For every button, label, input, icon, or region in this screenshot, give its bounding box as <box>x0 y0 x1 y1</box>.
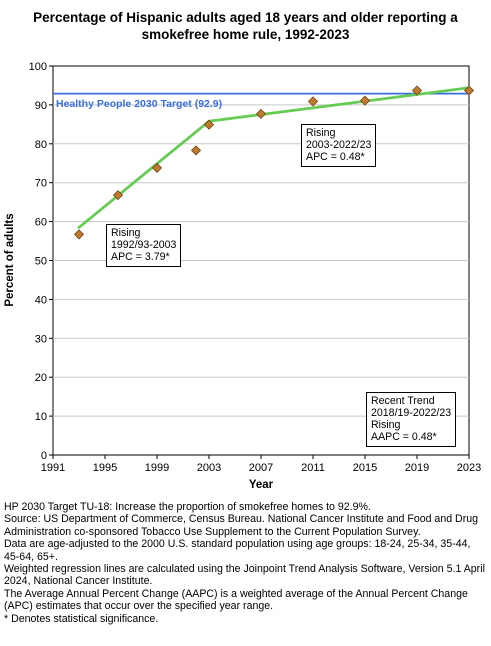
annotation-segment-2: Rising 2003-2022/23 APC = 0.48* <box>301 124 377 167</box>
data-point <box>255 108 267 119</box>
target-label: Healthy People 2030 Target (92.9) <box>56 98 223 110</box>
y-tick-label: 60 <box>35 217 47 229</box>
x-tick-label: 1995 <box>93 462 117 474</box>
annotation-line: 2018/19-2022/23 <box>371 407 452 419</box>
y-tick-label: 90 <box>35 100 47 112</box>
y-tick-label: 70 <box>35 178 47 190</box>
data-points-layer <box>73 85 475 240</box>
data-point <box>112 190 124 201</box>
annotation-segment-1: Rising 1992/93-2003 APC = 3.79* <box>106 224 182 267</box>
y-tick-label: 50 <box>35 256 47 268</box>
annotation-line: Rising <box>371 419 401 431</box>
annotation-line: AAPC = 0.48* <box>371 431 437 443</box>
footnotes: HP 2030 Target TU-18: Increase the propo… <box>4 501 488 625</box>
y-tick-label: 80 <box>35 139 47 151</box>
annotation-line: 2003-2022/23 <box>306 139 372 151</box>
annotation-line: Recent Trend <box>371 395 435 407</box>
annotation-line: 1992/93-2003 <box>111 239 177 251</box>
x-tick-label: 1991 <box>41 462 65 474</box>
y-tick-label: 100 <box>29 61 47 73</box>
footnote-line: HP 2030 Target TU-18: Increase the propo… <box>4 501 371 513</box>
data-point <box>359 95 371 106</box>
axes: 0 10 20 30 40 50 60 70 80 90 100 1991 1995 1999 2003 20… <box>29 61 482 474</box>
x-tick-label: 2003 <box>197 462 221 474</box>
y-axis-label: Percent of adults <box>4 213 16 306</box>
annotation-recent-trend: Recent Trend 2018/19-2022/23 Rising AAPC… <box>366 392 457 447</box>
y-tick-label: 30 <box>35 333 47 345</box>
annotation-line: Rising <box>111 227 141 239</box>
y-tick-label: 20 <box>35 372 47 384</box>
footnote-line: The Average Annual Percent Change (AAPC)… <box>4 587 468 613</box>
y-tick-label: 0 <box>41 450 47 462</box>
x-tick-label: 1999 <box>145 462 169 474</box>
y-tick-label: 10 <box>35 411 47 423</box>
annotation-line: Rising <box>306 127 336 139</box>
x-tick-label: 2007 <box>249 462 273 474</box>
x-tick-label: 2011 <box>301 462 325 474</box>
data-point <box>151 162 163 173</box>
data-point <box>411 85 423 96</box>
footnote-line: Weighted regression lines are calculated… <box>4 563 485 588</box>
annotation-line: APC = 0.48* <box>306 151 365 163</box>
x-tick-label: 2023 <box>457 462 481 474</box>
data-point <box>190 145 202 156</box>
chart-title: Percentage of Hispanic adults aged 18 ye… <box>33 10 458 42</box>
annotation-line: APC = 3.79* <box>111 251 170 263</box>
footnote-line: Data are age-adjusted to the 2000 U.S. s… <box>4 538 471 563</box>
data-point <box>73 229 85 240</box>
x-tick-label: 2019 <box>405 462 429 474</box>
data-point <box>307 96 319 107</box>
data-point <box>203 119 215 130</box>
footnote-line: * Denotes statistical significance. <box>4 612 159 625</box>
footnote-line: Source: US Department of Commerce, Censu… <box>4 513 479 538</box>
x-tick-label: 2015 <box>353 462 377 474</box>
y-tick-label: 40 <box>35 294 47 306</box>
x-axis-label: Year <box>249 479 274 491</box>
data-point <box>463 85 475 96</box>
gridlines <box>53 104 469 417</box>
